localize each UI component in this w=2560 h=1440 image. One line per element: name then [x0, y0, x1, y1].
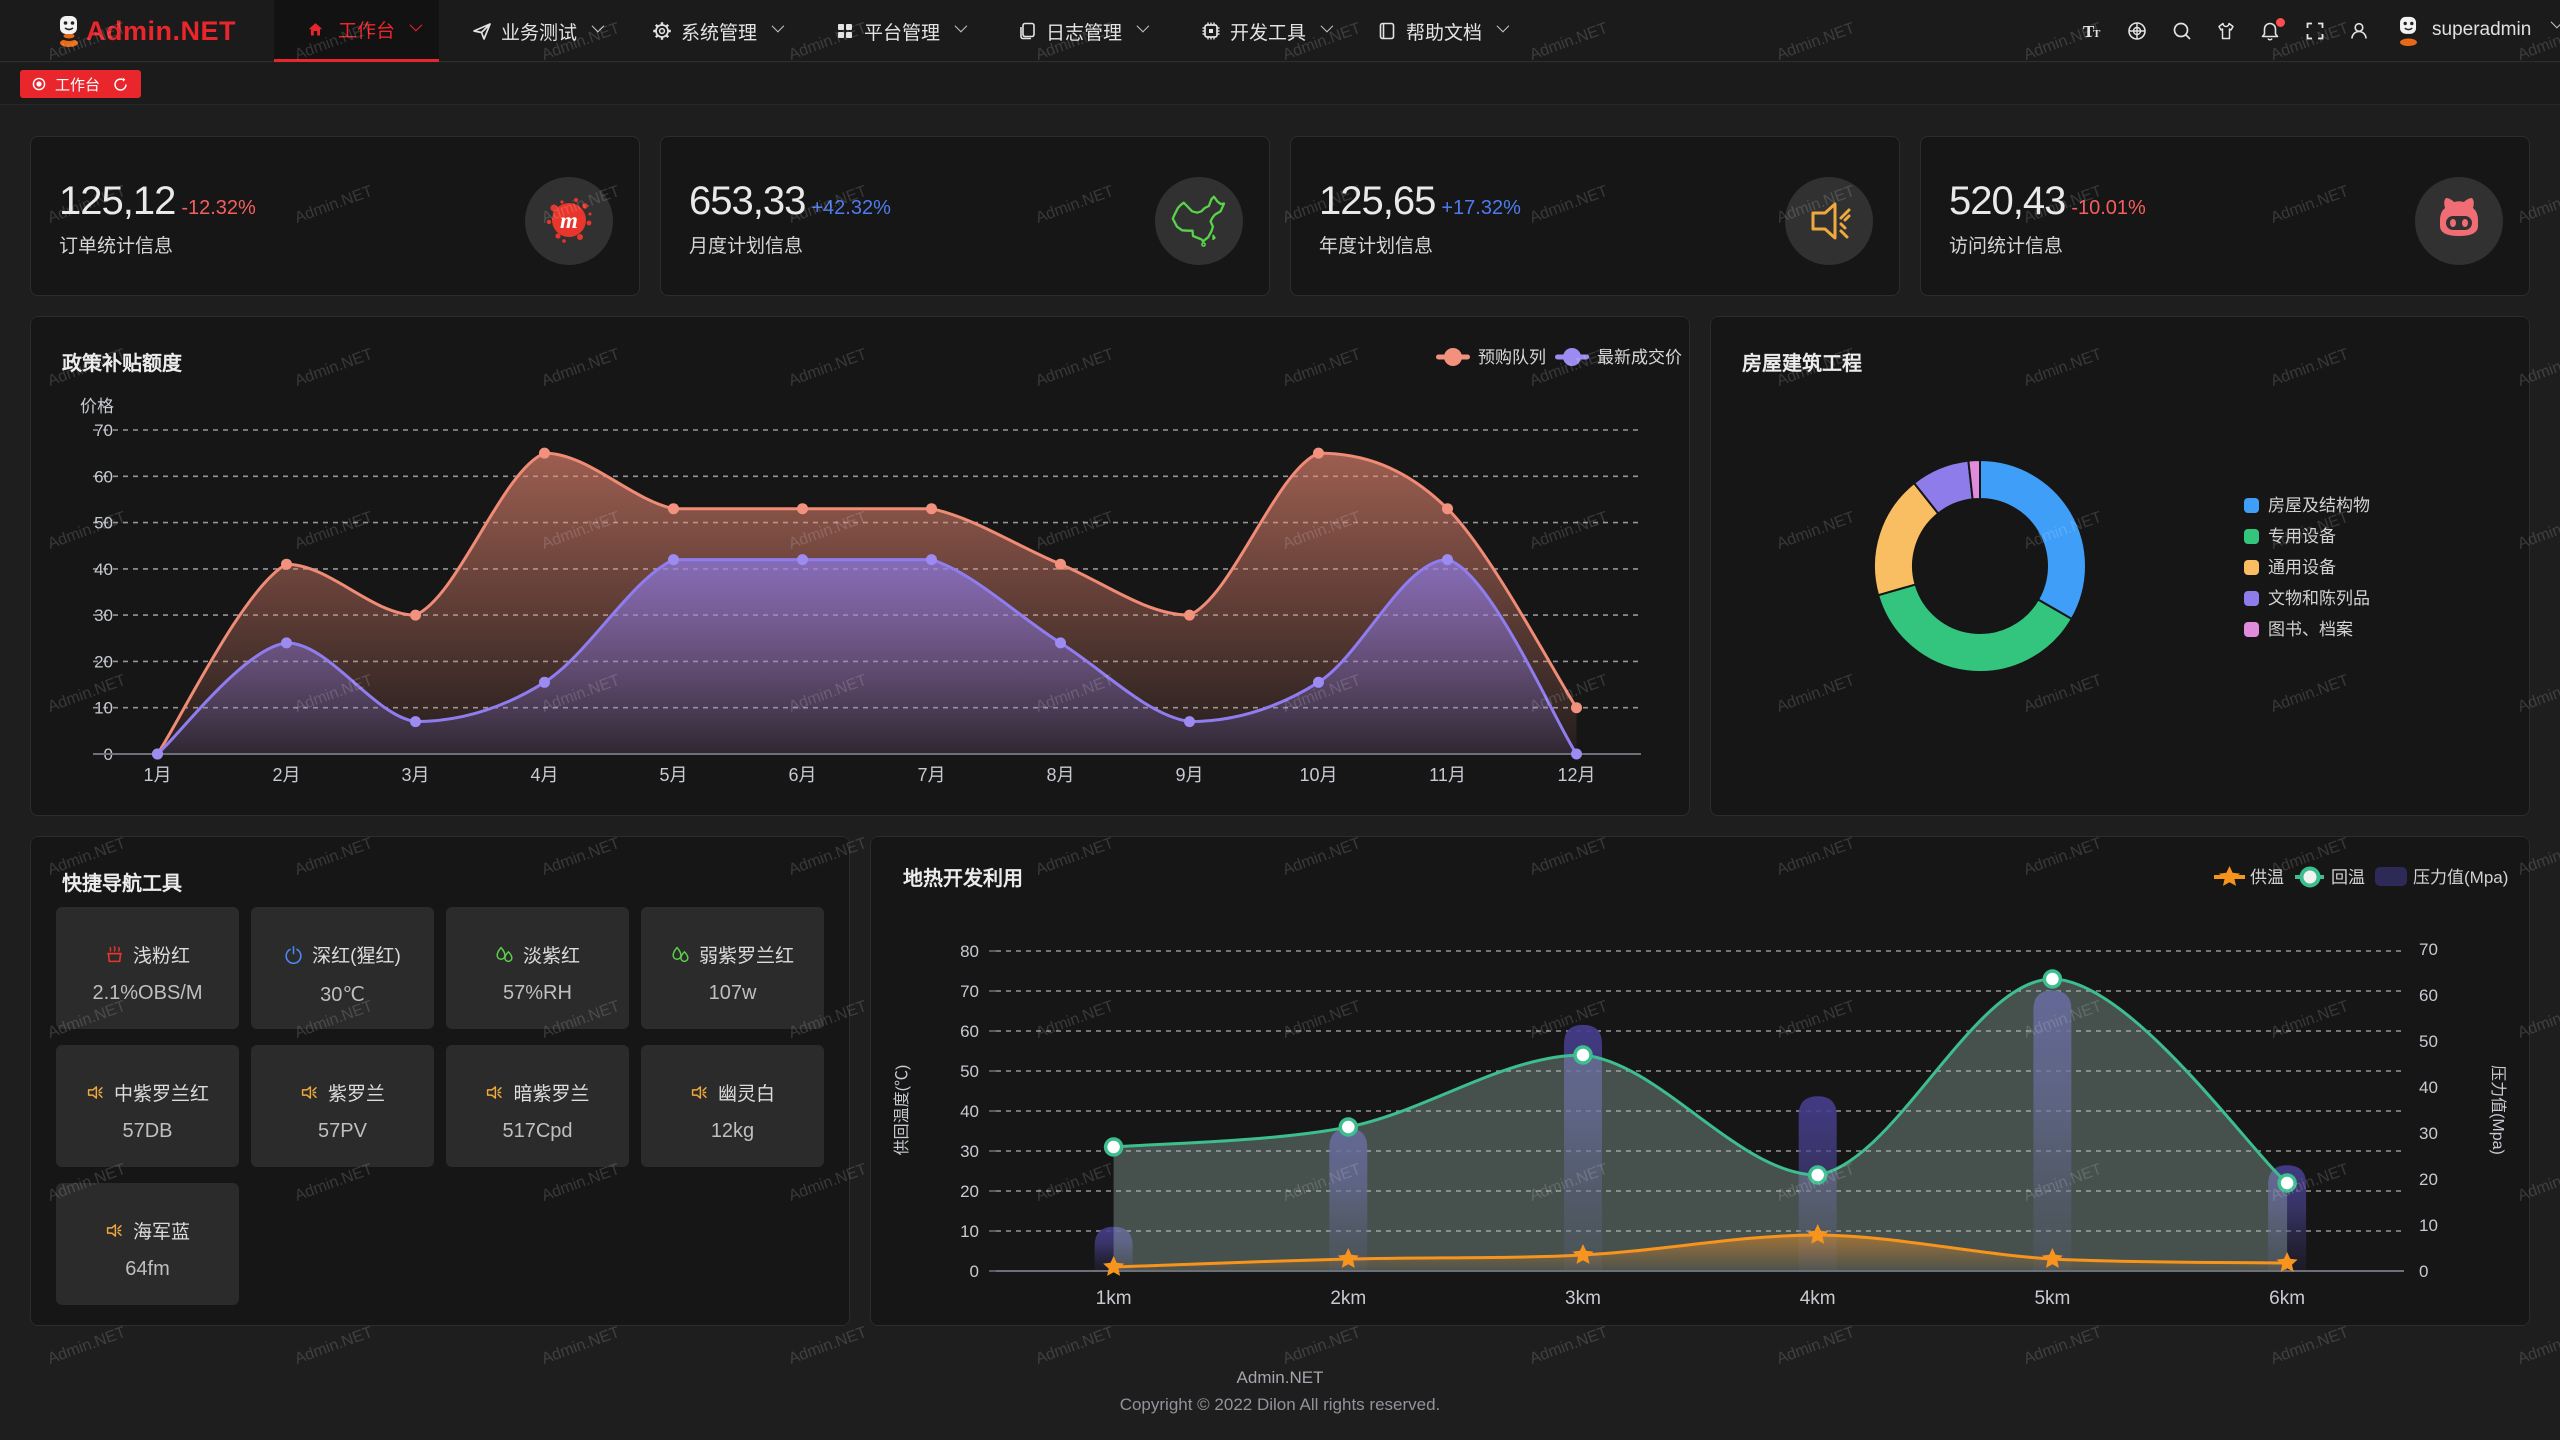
svg-text:Admin.NET: Admin.NET: [540, 1324, 623, 1368]
svg-text:图书、档案: 图书、档案: [2268, 620, 2353, 639]
svg-text:回温: 回温: [2331, 868, 2365, 887]
svg-text:30: 30: [2419, 1124, 2438, 1143]
svg-text:60: 60: [94, 467, 113, 486]
svg-text:60: 60: [2419, 986, 2438, 1005]
svg-text:60: 60: [960, 1022, 979, 1041]
svg-text:70: 70: [960, 982, 979, 1001]
svg-text:房屋建筑工程: 房屋建筑工程: [1742, 351, 1862, 375]
svg-text:8月: 8月: [1046, 765, 1074, 785]
svg-text:压力值(Mpa): 压力值(Mpa): [2489, 1065, 2507, 1155]
svg-text:压力值(Mpa): 压力值(Mpa): [2413, 868, 2508, 887]
svg-text:2月: 2月: [272, 765, 300, 785]
svg-text:文物和陈列品: 文物和陈列品: [2268, 589, 2370, 608]
svg-text:50: 50: [960, 1062, 979, 1081]
svg-text:0: 0: [970, 1262, 979, 1281]
svg-text:供温: 供温: [2250, 868, 2284, 887]
svg-text:5km: 5km: [2034, 1288, 2070, 1309]
svg-text:政策补贴额度: 政策补贴额度: [62, 351, 183, 375]
svg-text:Admin.NET: Admin.NET: [787, 1324, 870, 1368]
svg-text:Admin.NET: Admin.NET: [2022, 1324, 2105, 1368]
svg-text:6km: 6km: [2269, 1288, 2305, 1309]
svg-text:10: 10: [2419, 1216, 2438, 1235]
svg-text:Admin.NET: Admin.NET: [1281, 1324, 1364, 1368]
svg-text:80: 80: [960, 942, 979, 961]
svg-text:预购队列: 预购队列: [1478, 348, 1546, 367]
svg-text:1km: 1km: [1096, 1288, 1132, 1309]
svg-text:20: 20: [94, 652, 113, 671]
svg-text:50: 50: [2419, 1032, 2438, 1051]
svg-text:30: 30: [960, 1142, 979, 1161]
svg-text:5月: 5月: [659, 765, 687, 785]
svg-text:价格: 价格: [80, 397, 114, 416]
svg-text:40: 40: [94, 560, 113, 579]
svg-text:10: 10: [960, 1222, 979, 1241]
svg-text:9月: 9月: [1175, 765, 1203, 785]
svg-text:70: 70: [94, 421, 113, 440]
svg-text:供回温度(℃): 供回温度(℃): [893, 1065, 911, 1156]
svg-text:T: T: [2093, 28, 2101, 40]
svg-text:40: 40: [2419, 1078, 2438, 1097]
svg-text:通用设备: 通用设备: [2268, 558, 2336, 577]
svg-text:4km: 4km: [1800, 1288, 1836, 1309]
svg-text:Admin.NET: Admin.NET: [1528, 1324, 1611, 1368]
svg-text:Admin.NET: Admin.NET: [46, 1324, 129, 1368]
svg-text:4月: 4月: [530, 765, 558, 785]
svg-text:最新成交价: 最新成交价: [1597, 348, 1682, 367]
svg-text:10: 10: [94, 699, 113, 718]
svg-text:70: 70: [2419, 940, 2438, 959]
svg-text:Admin.NET: Admin.NET: [2516, 1324, 2560, 1368]
svg-text:1月: 1月: [143, 765, 171, 785]
svg-text:Admin.NET: Admin.NET: [1034, 1324, 1117, 1368]
svg-text:地热开发利用: 地热开发利用: [903, 866, 1023, 890]
svg-text:11月: 11月: [1429, 765, 1466, 785]
svg-text:12月: 12月: [1557, 765, 1595, 785]
svg-text:0: 0: [2419, 1262, 2428, 1281]
svg-text:6月: 6月: [788, 765, 816, 785]
svg-text:20: 20: [2419, 1170, 2438, 1189]
svg-text:3月: 3月: [401, 765, 429, 785]
svg-text:Admin.NET: Admin.NET: [293, 1324, 376, 1368]
svg-text:Admin.NET: Admin.NET: [1775, 1324, 1858, 1368]
svg-text:专用设备: 专用设备: [2268, 527, 2336, 546]
svg-text:50: 50: [94, 514, 113, 533]
svg-text:T: T: [2083, 22, 2095, 41]
svg-text:m: m: [560, 208, 578, 233]
svg-text:房屋及结构物: 房屋及结构物: [2268, 496, 2370, 515]
svg-text:3km: 3km: [1565, 1288, 1601, 1309]
svg-text:7月: 7月: [917, 765, 945, 785]
svg-text:Admin.NET: Admin.NET: [2269, 1324, 2352, 1368]
svg-text:30: 30: [94, 606, 113, 625]
svg-text:20: 20: [960, 1182, 979, 1201]
svg-text:10月: 10月: [1299, 765, 1337, 785]
svg-text:2km: 2km: [1330, 1288, 1366, 1309]
svg-text:40: 40: [960, 1102, 979, 1121]
